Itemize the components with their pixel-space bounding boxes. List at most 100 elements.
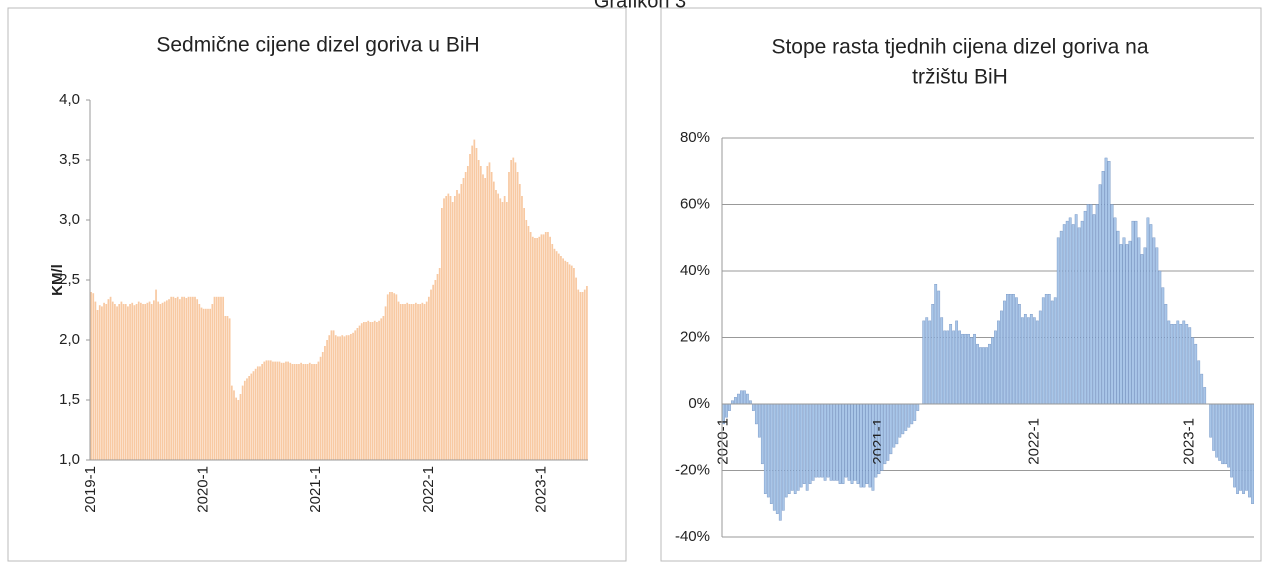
bar — [787, 403, 791, 494]
bar — [1143, 247, 1147, 405]
bar — [1014, 297, 1018, 405]
bar — [1194, 343, 1198, 405]
bar — [728, 403, 731, 411]
bar — [356, 328, 359, 460]
bar — [557, 253, 560, 460]
bar — [308, 362, 311, 460]
bar — [404, 304, 406, 460]
bar — [1140, 254, 1144, 405]
bar — [952, 330, 956, 405]
bar — [209, 308, 212, 460]
bar — [146, 302, 149, 460]
bar — [315, 364, 318, 460]
bar — [127, 306, 129, 460]
bar — [961, 333, 964, 405]
x-tick-label: 2023-1 — [1181, 418, 1198, 465]
bar — [1215, 403, 1219, 458]
bar — [410, 304, 413, 460]
bar — [751, 403, 755, 411]
bar — [345, 335, 348, 460]
bar — [246, 378, 248, 460]
bar — [371, 322, 374, 460]
bar — [302, 364, 305, 460]
bar — [853, 403, 857, 481]
bar — [129, 304, 131, 460]
bar — [880, 403, 884, 471]
bar — [274, 361, 276, 460]
bar — [1006, 294, 1009, 405]
bar — [399, 304, 402, 460]
bar — [207, 308, 209, 460]
bar — [438, 268, 441, 460]
bar — [1146, 217, 1150, 405]
bar — [469, 154, 471, 460]
bar — [460, 184, 463, 460]
bar — [1218, 403, 1222, 461]
bar — [1134, 220, 1138, 405]
bar — [564, 260, 567, 460]
bar — [508, 172, 510, 460]
bar — [111, 301, 114, 460]
bar — [393, 293, 396, 460]
chart-title: Sedmične cijene dizel goriva u BiH — [156, 34, 479, 57]
bar — [425, 301, 428, 460]
bar — [916, 403, 920, 411]
bar — [365, 322, 367, 460]
bar — [174, 298, 177, 460]
bar — [267, 360, 270, 460]
x-tick-label: 2023-1 — [532, 466, 549, 513]
bar — [790, 403, 794, 491]
bar — [131, 302, 134, 460]
x-tick-label: 2020-1 — [195, 466, 212, 513]
bar — [1182, 320, 1186, 405]
bar — [1020, 317, 1024, 405]
bar — [1104, 157, 1108, 405]
bar — [1029, 314, 1033, 405]
bar — [1086, 204, 1090, 405]
bar — [886, 403, 890, 461]
bar — [551, 244, 554, 460]
bar — [181, 296, 183, 460]
bar — [1110, 204, 1114, 405]
bar — [118, 304, 121, 460]
bar — [1149, 224, 1153, 405]
heading: Grafikon 3 — [594, 0, 686, 12]
bar — [172, 296, 175, 460]
y-tick-label: 2,0 — [59, 331, 80, 348]
bar — [263, 361, 266, 460]
y-tick-label: 4,0 — [59, 91, 80, 108]
y-tick-label: 1,5 — [59, 391, 80, 408]
bar — [211, 304, 214, 460]
bar — [1038, 310, 1042, 405]
bar — [473, 139, 476, 460]
bar — [583, 289, 586, 460]
bar — [259, 366, 261, 460]
bar — [865, 403, 869, 485]
bar — [901, 403, 905, 435]
bar — [501, 202, 504, 460]
y-tick-label: 3,0 — [59, 211, 80, 228]
bar — [471, 145, 474, 460]
bar — [447, 193, 450, 460]
bar — [159, 304, 162, 460]
bar — [395, 294, 398, 460]
bar — [239, 394, 242, 460]
bar — [586, 286, 588, 460]
bar — [194, 296, 196, 460]
bar — [1251, 403, 1254, 504]
bar — [1074, 214, 1078, 405]
bar — [931, 304, 935, 405]
bar — [1125, 244, 1129, 405]
bar — [1239, 403, 1242, 491]
bar — [150, 304, 153, 460]
bar — [1185, 324, 1189, 405]
bar — [542, 234, 545, 460]
bar — [979, 347, 982, 405]
bar — [376, 322, 378, 460]
bar — [347, 335, 350, 460]
bar — [233, 390, 235, 460]
y-tick-label: 3,5 — [59, 151, 80, 168]
bar — [964, 333, 967, 405]
bar — [103, 302, 105, 460]
bar — [1119, 244, 1123, 405]
